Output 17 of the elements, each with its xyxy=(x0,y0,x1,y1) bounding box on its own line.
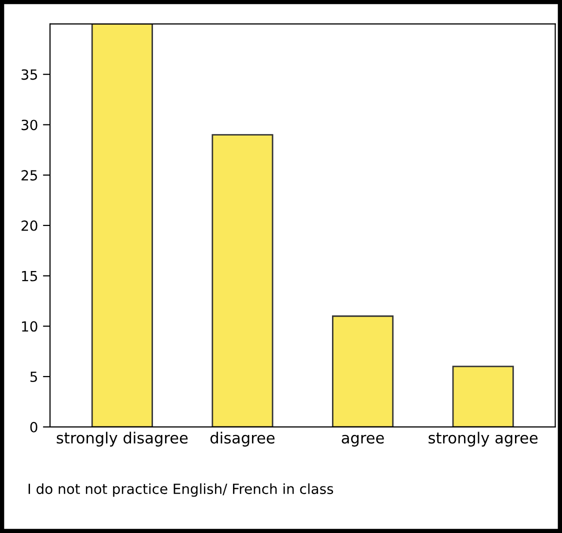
x-axis-title: I do not not practice English/ French in class xyxy=(28,483,334,497)
y-tick-label: 15 xyxy=(22,270,37,282)
y-tick-label: 0 xyxy=(30,422,38,432)
x-tick-label: strongly disagree xyxy=(56,432,188,447)
y-tick-label: 30 xyxy=(22,120,38,130)
y-tick-label: 5 xyxy=(30,372,37,382)
bar xyxy=(212,134,274,427)
y-tick-label: 35 xyxy=(22,69,37,80)
y-tick-label: 25 xyxy=(22,170,37,181)
bar xyxy=(452,366,514,427)
y-tick-label: 10 xyxy=(22,321,38,332)
bar xyxy=(332,315,394,427)
bar xyxy=(91,24,153,427)
y-tick-label: 20 xyxy=(22,220,38,231)
x-tick-label: disagree xyxy=(210,432,275,447)
x-tick-label: agree xyxy=(342,434,384,447)
x-tick-label: strongly agree xyxy=(428,432,538,447)
